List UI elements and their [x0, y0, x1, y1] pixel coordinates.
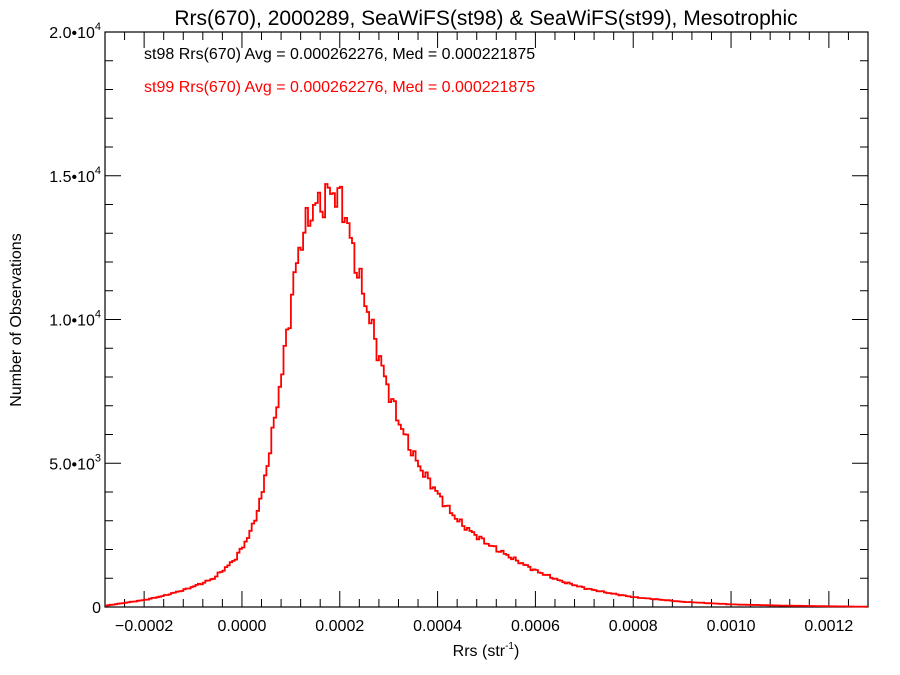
y-tick-label: 2.0•104 — [49, 21, 101, 42]
x-tick-label: 0.0006 — [511, 618, 560, 635]
y-axis-label: Number of Observations — [8, 233, 25, 406]
x-tick-label: 0.0000 — [217, 618, 266, 635]
annotation-st98: st98 Rrs(670) Avg = 0.000262276, Med = 0… — [144, 46, 535, 63]
x-axis-label-superscript: -1 — [505, 641, 514, 652]
x-tick-label: 0.0008 — [609, 618, 658, 635]
x-tick-label: −0.0002 — [115, 618, 173, 635]
x-tick-label: 0.0012 — [804, 618, 853, 635]
chart-title: Rrs(670), 2000289, SeaWiFS(st98) & SeaWi… — [174, 7, 797, 30]
y-tick-label: 5.0•103 — [49, 452, 101, 473]
annotation-st99: st99 Rrs(670) Avg = 0.000262276, Med = 0… — [144, 79, 535, 96]
x-tick-label: 0.0010 — [707, 618, 756, 635]
series-st99-line — [105, 183, 868, 608]
y-axis: 0 5.0•103 1.0•104 1.5•104 2.0•104 — [49, 21, 868, 617]
y-tick-label: 1.5•104 — [49, 165, 101, 186]
x-axis: −0.0002 0.0000 0.0002 0.0004 0.0006 0.0008 0.0… — [115, 32, 853, 635]
y-tick-label: 1.0•104 — [49, 309, 101, 330]
plot-frame — [104, 31, 869, 608]
x-axis-label-main: Rrs (str — [453, 643, 506, 660]
x-tick-label: 0.0002 — [315, 618, 364, 635]
x-axis-label: Rrs (str-1) — [453, 641, 520, 660]
y-tick-label: 0 — [92, 600, 101, 617]
x-tick-label: 0.0004 — [413, 618, 462, 635]
x-axis-label-suffix: ) — [514, 643, 519, 660]
